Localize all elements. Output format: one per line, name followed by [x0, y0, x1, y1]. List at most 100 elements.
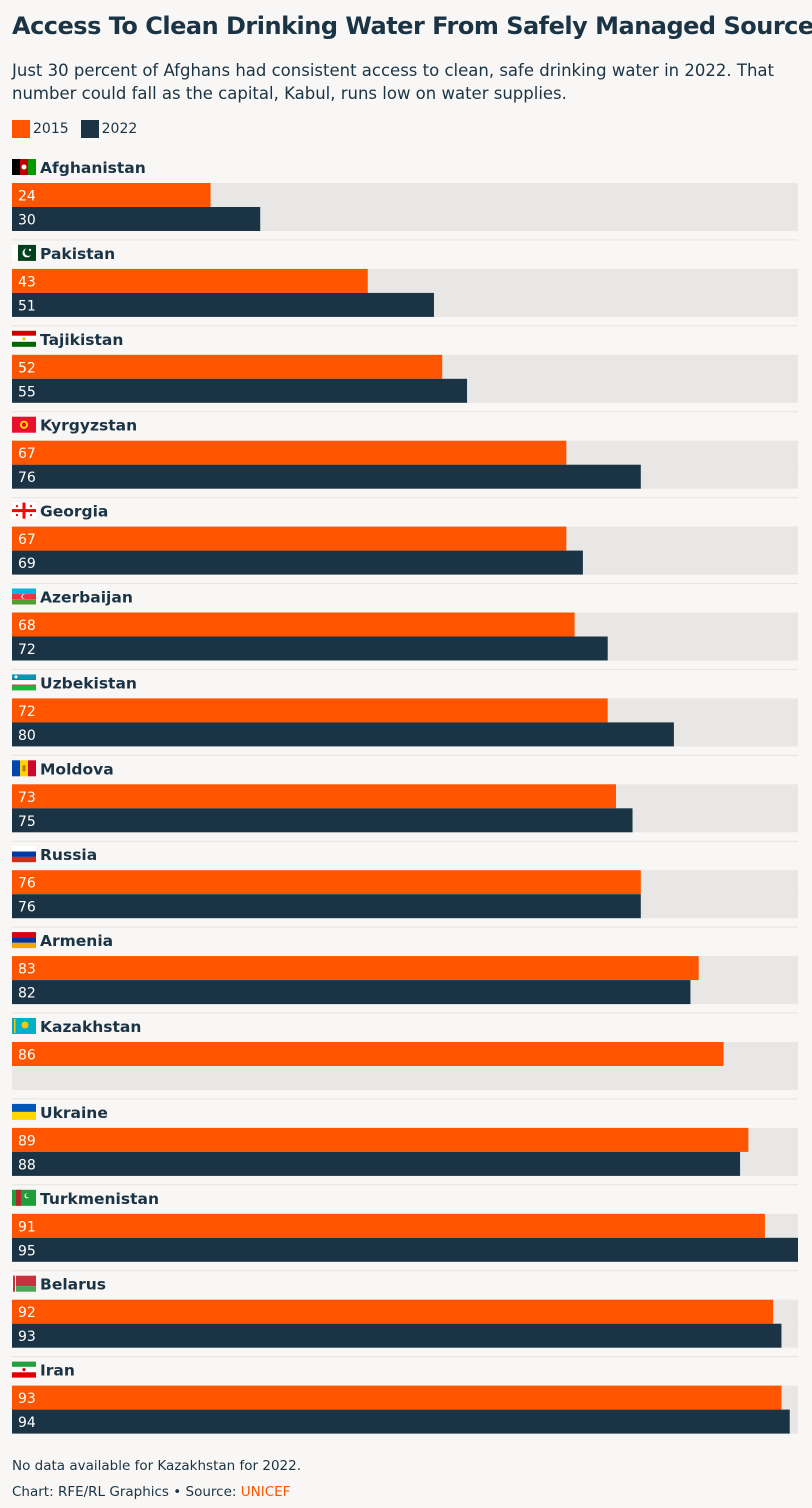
- country-label: Belarus: [40, 1276, 106, 1294]
- turkmenistan-flag-icon-part: [25, 1193, 30, 1198]
- legend-label-2015: 2015: [33, 121, 69, 137]
- bar-2015: [12, 1299, 774, 1324]
- ukraine-flag-icon-part: [12, 1111, 36, 1120]
- kyrgyzstan-flag-icon: [12, 416, 36, 433]
- value-label-2015: 89: [18, 1133, 36, 1149]
- value-label-2022: 30: [18, 213, 36, 229]
- georgia-flag-icon-part: [30, 505, 32, 508]
- ukraine-flag-icon: [12, 1103, 36, 1120]
- value-label-2022: 72: [18, 642, 36, 658]
- bar-2022: [12, 1237, 798, 1262]
- uzbekistan-flag-icon-part: [12, 685, 36, 691]
- bar-2022: [12, 894, 641, 919]
- value-label-2022: 80: [18, 728, 36, 744]
- turkmenistan-flag-icon-part: [12, 1189, 36, 1206]
- uzbekistan-flag-icon-part: [14, 675, 18, 679]
- legend: 2015 2022: [12, 120, 149, 138]
- iran-flag-icon-part: [12, 1361, 36, 1367]
- value-label-2015: 86: [18, 1048, 36, 1064]
- value-label-2015: 92: [18, 1305, 36, 1321]
- armenia-flag-icon: [12, 932, 36, 949]
- source-link[interactable]: UNICEF: [240, 1484, 291, 1500]
- afghanistan-flag-icon-part: [12, 159, 20, 175]
- bar-2015: [12, 1213, 765, 1238]
- value-label-2015: 76: [18, 876, 36, 892]
- country-label: Armenia: [40, 932, 113, 950]
- bar-2015: [12, 870, 641, 895]
- country-label: Russia: [40, 846, 97, 864]
- bar-2022: [12, 464, 641, 489]
- value-label-2022: 82: [18, 986, 36, 1002]
- credit-prefix: Chart: RFE/RL Graphics • Source:: [12, 1484, 241, 1500]
- afghanistan-flag-icon-part: [21, 164, 27, 170]
- bar-2022: [12, 292, 434, 317]
- russia-flag-icon-part: [12, 846, 36, 852]
- tajikistan-flag-icon-part: [22, 337, 26, 341]
- tajikistan-flag-icon-part: [12, 341, 36, 347]
- uzbekistan-flag-icon-part: [12, 674, 36, 680]
- value-label-2015: 83: [18, 962, 36, 978]
- iran-flag-icon: [12, 1361, 36, 1378]
- georgia-flag-icon: [12, 502, 36, 519]
- pakistan-flag-icon: [12, 244, 36, 261]
- belarus-flag-icon-part: [13, 1275, 15, 1292]
- belarus-flag-icon: [12, 1275, 36, 1292]
- belarus-flag-icon-part: [12, 1286, 36, 1292]
- bar-2015: [12, 784, 616, 809]
- value-label-2015: 73: [18, 790, 36, 806]
- tajikistan-flag-icon-part: [12, 330, 36, 336]
- turkmenistan-flag-icon: [12, 1189, 36, 1206]
- georgia-flag-icon-part: [12, 509, 36, 513]
- bar-2022: [12, 980, 691, 1005]
- country-label: Iran: [40, 1362, 75, 1380]
- azerbaijan-flag-icon: [12, 588, 36, 605]
- country-label: Tajikistan: [40, 331, 123, 349]
- afghanistan-flag-icon-part: [28, 159, 36, 175]
- country-label: Turkmenistan: [40, 1190, 159, 1208]
- value-label-2022: 75: [18, 814, 36, 830]
- country-label: Kyrgyzstan: [40, 417, 137, 435]
- value-label-2015: 67: [18, 532, 36, 548]
- value-label-2022: 51: [18, 298, 36, 314]
- georgia-flag-icon-part: [30, 514, 32, 517]
- chart-subtitle: Just 30 percent of Afghans had consisten…: [12, 61, 774, 103]
- moldova-flag-icon-part: [28, 760, 36, 777]
- armenia-flag-icon-part: [12, 942, 36, 949]
- ukraine-flag-icon-part: [12, 1103, 36, 1112]
- bar-2015: [12, 268, 368, 293]
- azerbaijan-flag-icon-part: [22, 594, 27, 599]
- country-label: Kazakhstan: [40, 1018, 141, 1036]
- uzbekistan-flag-icon: [12, 674, 36, 691]
- bar-2015: [12, 612, 575, 637]
- value-label-2015: 43: [18, 274, 36, 290]
- tajikistan-flag-icon: [12, 330, 36, 347]
- bar-2015: [12, 1385, 782, 1410]
- credit-line: Chart: RFE/RL Graphics • Source: UNICEF: [12, 1484, 290, 1500]
- russia-flag-icon-part: [12, 856, 36, 863]
- value-label-2022: 76: [18, 470, 36, 486]
- value-label-2022: 94: [18, 1415, 36, 1431]
- kazakhstan-flag-icon-part: [14, 1019, 16, 1033]
- bar-2015: [12, 1042, 724, 1066]
- azerbaijan-flag-icon-part: [12, 588, 36, 594]
- pakistan-flag-icon-part: [28, 248, 32, 252]
- country-label: Georgia: [40, 503, 108, 521]
- bar-2022: [12, 207, 261, 231]
- iran-flag-icon-part: [12, 1372, 36, 1378]
- bar-2015: [12, 183, 211, 207]
- country-label: Ukraine: [40, 1104, 108, 1122]
- bar-2022: [12, 550, 583, 575]
